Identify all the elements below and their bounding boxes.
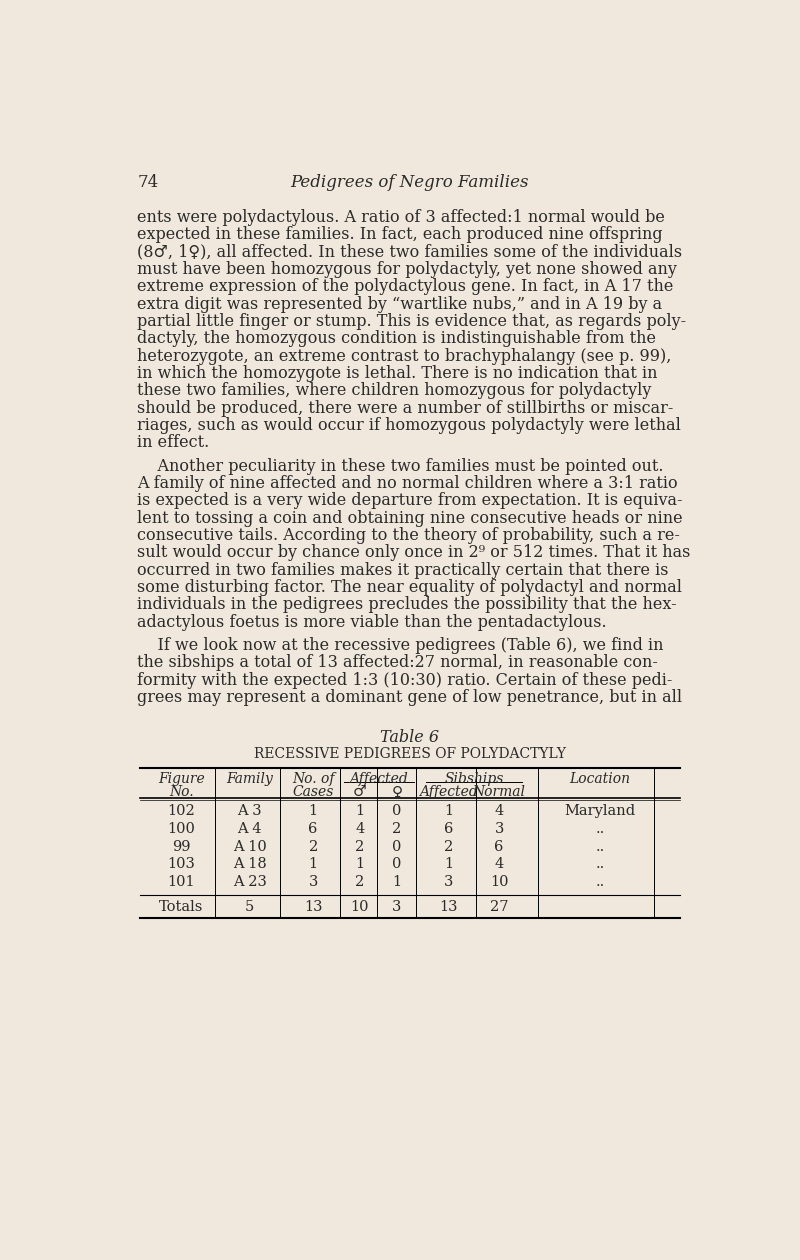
Text: 4: 4 (355, 822, 364, 835)
Text: No.: No. (169, 785, 194, 799)
Text: 3: 3 (392, 900, 402, 914)
Text: Figure: Figure (158, 772, 205, 786)
Text: Table 6: Table 6 (381, 730, 439, 746)
Text: 4: 4 (494, 857, 504, 872)
Text: 102: 102 (167, 804, 195, 818)
Text: A 4: A 4 (238, 822, 262, 835)
Text: 1: 1 (355, 804, 364, 818)
Text: Maryland: Maryland (564, 804, 635, 818)
Text: Location: Location (570, 772, 630, 786)
Text: Normal: Normal (473, 785, 526, 799)
Text: the sibships a total of 13 affected:27 normal, in reasonable con-: the sibships a total of 13 affected:27 n… (138, 654, 658, 672)
Text: ..: .. (595, 822, 605, 835)
Text: extreme expression of the polydactylous gene. In fact, in A 17 the: extreme expression of the polydactylous … (138, 278, 674, 295)
Text: partial little finger or stump. This is evidence that, as regards poly-: partial little finger or stump. This is … (138, 312, 686, 330)
Text: A 10: A 10 (233, 839, 266, 853)
Text: dactyly, the homozygous condition is indistinguishable from the: dactyly, the homozygous condition is ind… (138, 330, 656, 348)
Text: 27: 27 (490, 900, 508, 914)
Text: sult would occur by chance only once in 2⁹ or 512 times. That it has: sult would occur by chance only once in … (138, 544, 690, 561)
Text: ♂: ♂ (353, 785, 366, 799)
Text: 3: 3 (309, 874, 318, 890)
Text: ..: .. (595, 839, 605, 853)
Text: 103: 103 (167, 857, 195, 872)
Text: some disturbing factor. The near equality of polydactyl and normal: some disturbing factor. The near equalit… (138, 578, 682, 596)
Text: 0: 0 (392, 804, 402, 818)
Text: 2: 2 (355, 839, 364, 853)
Text: (8♂, 1♀), all affected. In these two families some of the individuals: (8♂, 1♀), all affected. In these two fam… (138, 243, 682, 261)
Text: ents were polydactylous. A ratio of 3 affected:1 normal would be: ents were polydactylous. A ratio of 3 af… (138, 209, 665, 226)
Text: 10: 10 (350, 900, 369, 914)
Text: grees may represent a dominant gene of low penetrance, but in all: grees may represent a dominant gene of l… (138, 689, 682, 706)
Text: 10: 10 (490, 874, 508, 890)
Text: heterozygote, an extreme contrast to brachyphalangy (see p. 99),: heterozygote, an extreme contrast to bra… (138, 348, 671, 364)
Text: is expected is a very wide departure from expectation. It is equiva-: is expected is a very wide departure fro… (138, 493, 682, 509)
Text: 5: 5 (245, 900, 254, 914)
Text: RECESSIVE PEDIGREES OF POLYDACTYLY: RECESSIVE PEDIGREES OF POLYDACTYLY (254, 747, 566, 761)
Text: Affected: Affected (419, 785, 478, 799)
Text: 1: 1 (392, 874, 402, 890)
Text: 3: 3 (444, 874, 454, 890)
Text: must have been homozygous for polydactyly, yet none showed any: must have been homozygous for polydactyl… (138, 261, 677, 278)
Text: Totals: Totals (159, 900, 203, 914)
Text: 2: 2 (392, 822, 402, 835)
Text: 3: 3 (494, 822, 504, 835)
Text: individuals in the pedigrees precludes the possibility that the hex-: individuals in the pedigrees precludes t… (138, 596, 677, 614)
Text: If we look now at the recessive pedigrees (Table 6), we find in: If we look now at the recessive pedigree… (138, 638, 664, 654)
Text: 13: 13 (304, 900, 322, 914)
Text: extra digit was represented by “wartlike nubs,” and in A 19 by a: extra digit was represented by “wartlike… (138, 296, 662, 312)
Text: 1: 1 (355, 857, 364, 872)
Text: should be produced, there were a number of stillbirths or miscar-: should be produced, there were a number … (138, 399, 674, 417)
Text: Family: Family (226, 772, 273, 786)
Text: 99: 99 (172, 839, 190, 853)
Text: 101: 101 (167, 874, 195, 890)
Text: Sibships: Sibships (444, 772, 504, 786)
Text: A family of nine affected and no normal children where a 3:1 ratio: A family of nine affected and no normal … (138, 475, 678, 491)
Text: Affected: Affected (349, 772, 408, 786)
Text: in which the homozygote is lethal. There is no indication that in: in which the homozygote is lethal. There… (138, 365, 658, 382)
Text: 0: 0 (392, 857, 402, 872)
Text: A 18: A 18 (233, 857, 266, 872)
Text: lent to tossing a coin and obtaining nine consecutive heads or nine: lent to tossing a coin and obtaining nin… (138, 509, 683, 527)
Text: riages, such as would occur if homozygous polydactyly were lethal: riages, such as would occur if homozygou… (138, 417, 681, 433)
Text: 74: 74 (138, 174, 158, 192)
Text: these two families, where children homozygous for polydactyly: these two families, where children homoz… (138, 382, 651, 399)
Text: 1: 1 (309, 857, 318, 872)
Text: Cases: Cases (293, 785, 334, 799)
Text: ♀: ♀ (391, 785, 402, 799)
Text: 1: 1 (444, 804, 454, 818)
Text: expected in these families. In fact, each produced nine offspring: expected in these families. In fact, eac… (138, 227, 663, 243)
Text: Another peculiarity in these two families must be pointed out.: Another peculiarity in these two familie… (138, 457, 664, 475)
Text: 4: 4 (494, 804, 504, 818)
Text: consecutive tails. According to the theory of probability, such a re-: consecutive tails. According to the theo… (138, 527, 680, 544)
Text: 2: 2 (309, 839, 318, 853)
Text: 6: 6 (444, 822, 454, 835)
Text: 2: 2 (444, 839, 454, 853)
Text: No. of: No. of (292, 772, 334, 786)
Text: 13: 13 (439, 900, 458, 914)
Text: 6: 6 (494, 839, 504, 853)
Text: 2: 2 (355, 874, 364, 890)
Text: ..: .. (595, 857, 605, 872)
Text: 0: 0 (392, 839, 402, 853)
Text: A 23: A 23 (233, 874, 266, 890)
Text: 100: 100 (167, 822, 195, 835)
Text: occurred in two families makes it practically certain that there is: occurred in two families makes it practi… (138, 562, 669, 578)
Text: ..: .. (595, 874, 605, 890)
Text: 6: 6 (309, 822, 318, 835)
Text: formity with the expected 1:3 (10:30) ratio. Certain of these pedi-: formity with the expected 1:3 (10:30) ra… (138, 672, 673, 689)
Text: 1: 1 (444, 857, 454, 872)
Text: in effect.: in effect. (138, 435, 210, 451)
Text: adactylous foetus is more viable than the pentadactylous.: adactylous foetus is more viable than th… (138, 614, 607, 630)
Text: 1: 1 (309, 804, 318, 818)
Text: A 3: A 3 (238, 804, 262, 818)
Text: Pedigrees of Negro Families: Pedigrees of Negro Families (290, 174, 530, 192)
